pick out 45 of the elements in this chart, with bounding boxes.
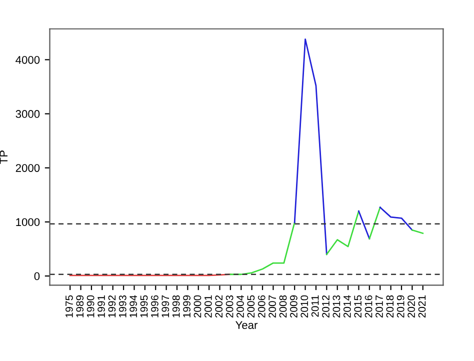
- x-tick-label: 1993: [118, 295, 126, 318]
- x-tick-label: 2012: [322, 295, 330, 318]
- x-tick-label: 2018: [386, 295, 394, 318]
- y-tick-label: 1000: [16, 218, 40, 226]
- x-tick-label: 2000: [194, 295, 202, 318]
- x-tick-label: 2014: [343, 295, 351, 318]
- x-tick-label: 2005: [247, 295, 255, 318]
- x-tick-label: 2010: [300, 295, 308, 318]
- x-tick-label: 2011: [311, 295, 319, 317]
- x-tick-label: 1994: [130, 295, 138, 318]
- x-tick-label: 1991: [98, 295, 105, 318]
- x-tick-label: 1989: [76, 295, 84, 318]
- x-tick-label: 2015: [354, 295, 362, 318]
- x-tick-label: 1990: [86, 295, 94, 318]
- x-tick-label: 2021: [418, 295, 426, 318]
- x-tick-label: 2019: [396, 295, 404, 318]
- x-tick-label: 2020: [408, 295, 415, 318]
- x-tick-label: 2013: [332, 295, 340, 318]
- line-series: [230, 222, 296, 276]
- x-tick-label: 1996: [151, 295, 158, 318]
- x-tick-label: 1995: [140, 295, 148, 318]
- y-tick-label: 0: [34, 272, 40, 280]
- x-tick-label: 2003: [226, 295, 234, 318]
- x-tick-label: 1998: [172, 295, 180, 318]
- line-series: [326, 210, 360, 256]
- x-axis-title: Year: [235, 321, 258, 330]
- line-series: [294, 38, 328, 256]
- x-tick-label: 2004: [236, 295, 244, 318]
- x-tick-label: 2008: [279, 295, 287, 318]
- x-tick-label: 2002: [215, 295, 223, 318]
- x-tick-label: 2001: [204, 295, 212, 318]
- x-tick-label: 1975: [66, 295, 73, 318]
- y-tick-label: 2000: [16, 164, 40, 172]
- line-series: [379, 206, 413, 231]
- x-tick-label: 2009: [290, 295, 298, 318]
- x-tick-label: 1999: [183, 295, 190, 318]
- x-tick-label: 1992: [108, 295, 116, 318]
- x-tick-label: 2006: [258, 295, 266, 318]
- y-axis-title: TP: [0, 150, 8, 164]
- y-tick-label: 3000: [16, 110, 40, 118]
- x-tick-label: 2007: [268, 295, 276, 318]
- x-tick-label: 1997: [162, 295, 170, 318]
- x-tick-label: 2016: [364, 295, 372, 318]
- x-tick-label: 2017: [376, 295, 383, 318]
- y-tick-label: 4000: [16, 56, 40, 64]
